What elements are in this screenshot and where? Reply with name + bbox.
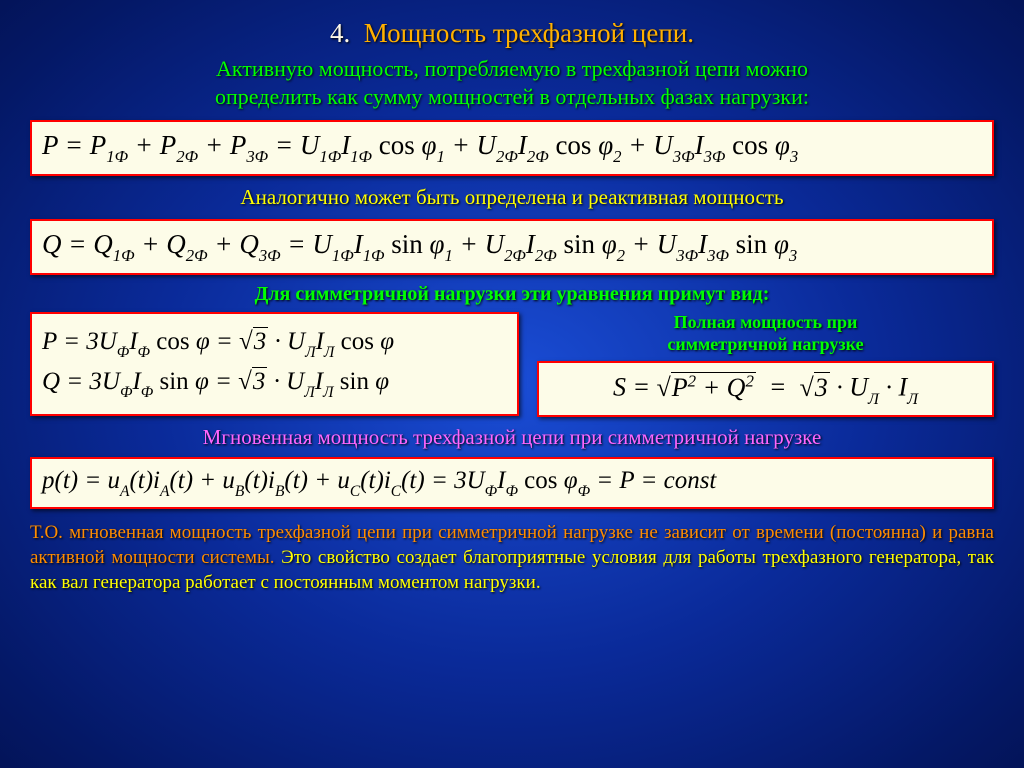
formula-pq-symmetric: P = 3UФIФ cos φ = 3 · UЛIЛ cos φ Q = 3UФ… xyxy=(30,312,519,416)
text-reactive: Аналогично может быть определена и реакт… xyxy=(30,185,994,210)
intro-text: Активную мощность, потребляемую в трехфа… xyxy=(30,55,994,110)
text-symmetric: Для симметричной нагрузки эти уравнения … xyxy=(30,283,994,306)
title-text: Мощность трехфазной цепи. xyxy=(364,18,694,48)
slide-title: 4. Мощность трехфазной цепи. xyxy=(30,18,994,49)
slide: 4. Мощность трехфазной цепи. Активную мо… xyxy=(0,0,1024,768)
formula-reactive-power: Q = Q1Ф + Q2Ф + Q3Ф = U1ФI1Ф sin φ1 + U2… xyxy=(30,219,994,275)
formula-instant-power: p(t) = uA(t)iA(t) + uB(t)iB(t) + uC(t)iC… xyxy=(30,457,994,509)
row-symmetric: P = 3UФIФ cos φ = 3 · UЛIЛ cos φ Q = 3UФ… xyxy=(30,312,994,417)
label-full-power: Полная мощность при симметричной нагрузк… xyxy=(537,312,994,355)
bottom-paragraph: Т.О. мгновенная мощность трехфазной цепи… xyxy=(30,521,994,595)
formula-active-power: P = P1Ф + P2Ф + P3Ф = U1ФI1Ф cos φ1 + U2… xyxy=(30,120,994,176)
title-number: 4. xyxy=(330,18,350,48)
formula-full-power: S = P2 + Q2 = 3 · UЛ · IЛ xyxy=(537,361,994,417)
text-instant: Мгновенная мощность трехфазной цепи при … xyxy=(30,425,994,450)
